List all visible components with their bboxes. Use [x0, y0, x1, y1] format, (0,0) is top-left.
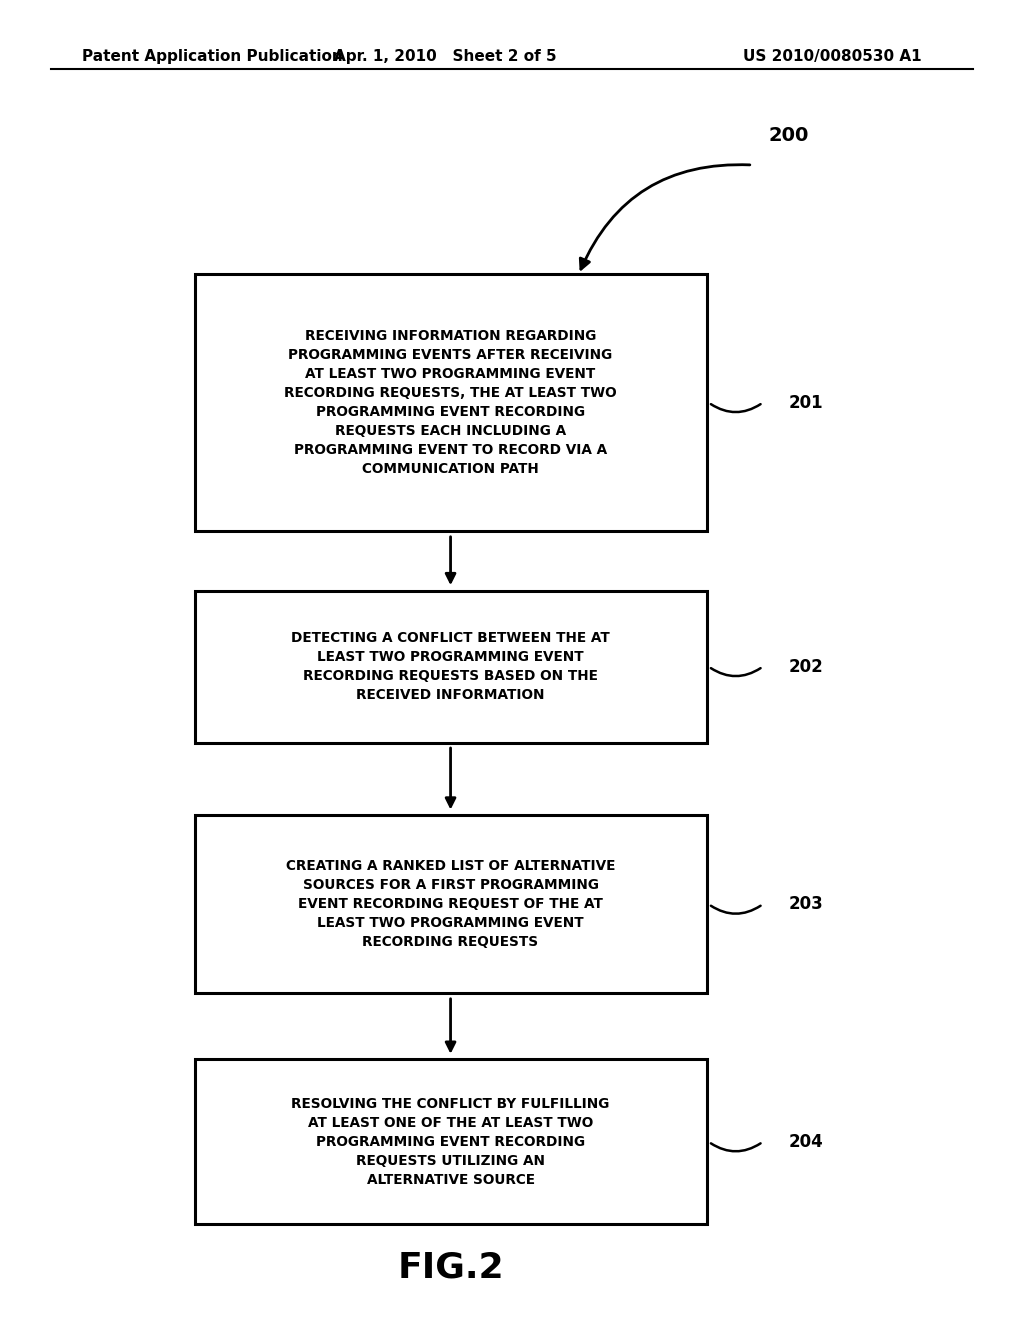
Text: 200: 200 — [768, 127, 808, 145]
Text: Patent Application Publication: Patent Application Publication — [82, 49, 343, 65]
Text: DETECTING A CONFLICT BETWEEN THE AT
LEAST TWO PROGRAMMING EVENT
RECORDING REQUES: DETECTING A CONFLICT BETWEEN THE AT LEAS… — [291, 631, 610, 702]
Bar — [195, 275, 707, 532]
Text: 203: 203 — [788, 895, 823, 913]
Text: 201: 201 — [788, 393, 823, 412]
Text: 204: 204 — [788, 1133, 823, 1151]
Text: RESOLVING THE CONFLICT BY FULFILLING
AT LEAST ONE OF THE AT LEAST TWO
PROGRAMMIN: RESOLVING THE CONFLICT BY FULFILLING AT … — [292, 1097, 609, 1187]
Text: US 2010/0080530 A1: US 2010/0080530 A1 — [743, 49, 922, 65]
Text: Apr. 1, 2010   Sheet 2 of 5: Apr. 1, 2010 Sheet 2 of 5 — [334, 49, 557, 65]
Text: 202: 202 — [788, 657, 823, 676]
Bar — [195, 591, 707, 742]
Bar — [195, 1059, 707, 1225]
Text: CREATING A RANKED LIST OF ALTERNATIVE
SOURCES FOR A FIRST PROGRAMMING
EVENT RECO: CREATING A RANKED LIST OF ALTERNATIVE SO… — [286, 859, 615, 949]
Text: RECEIVING INFORMATION REGARDING
PROGRAMMING EVENTS AFTER RECEIVING
AT LEAST TWO : RECEIVING INFORMATION REGARDING PROGRAMM… — [285, 329, 616, 477]
Bar — [195, 814, 707, 993]
Text: FIG.2: FIG.2 — [397, 1250, 504, 1284]
